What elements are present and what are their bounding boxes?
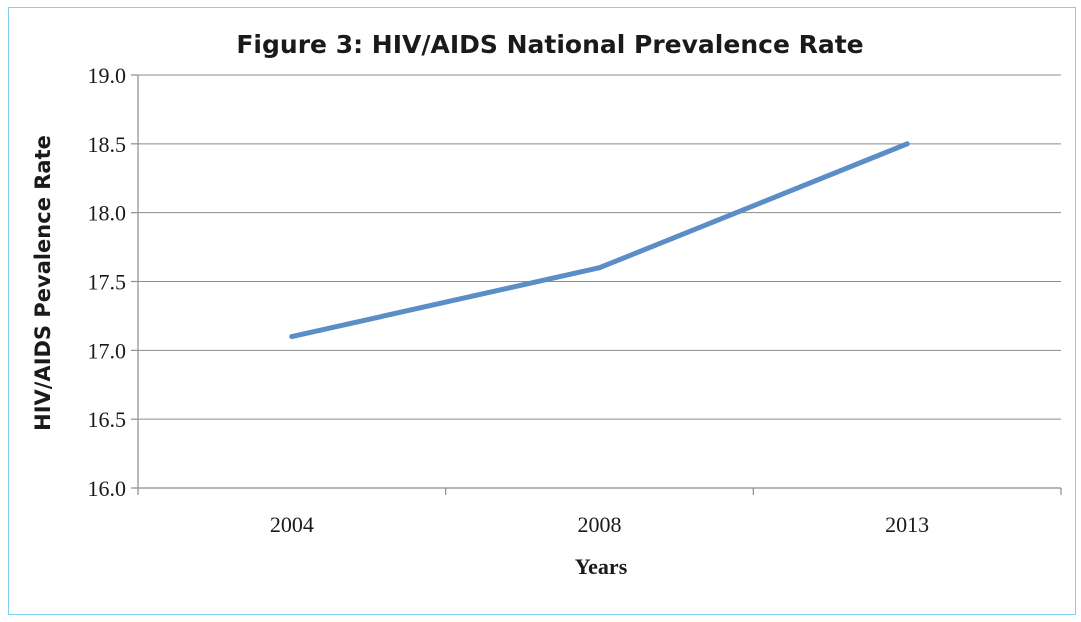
data-point [289,334,295,340]
y-tick-label: 16.0 [88,476,127,501]
x-tick-label: 2008 [578,512,622,537]
chart-frame [8,7,1076,615]
y-tick-label: 16.5 [88,407,127,432]
y-tick-label: 18.0 [88,201,127,226]
y-tick-label: 17.0 [88,338,127,363]
x-tick-label: 2013 [885,512,929,537]
data-point [597,265,602,271]
series-layer [289,141,910,340]
data-point [904,141,910,147]
tick-labels: 16.0 16.5 17.0 17.5 18.0 18.5 19.0 2004 2008 2013 [88,63,930,537]
y-tick-label: 18.5 [88,132,127,157]
x-tick-label: 2004 [270,512,314,537]
chart-title: Figure 3: HIV/AIDS National Prevalence R… [236,30,863,59]
x-axis-label: Years [575,554,628,579]
y-tick-label: 19.0 [88,63,127,88]
axes [131,74,1062,495]
y-axis-label: HIV/AIDS Pevalence Rate [31,135,55,431]
gridlines [138,74,1061,420]
series-line [289,141,910,340]
y-tick-label: 17.5 [88,270,127,295]
